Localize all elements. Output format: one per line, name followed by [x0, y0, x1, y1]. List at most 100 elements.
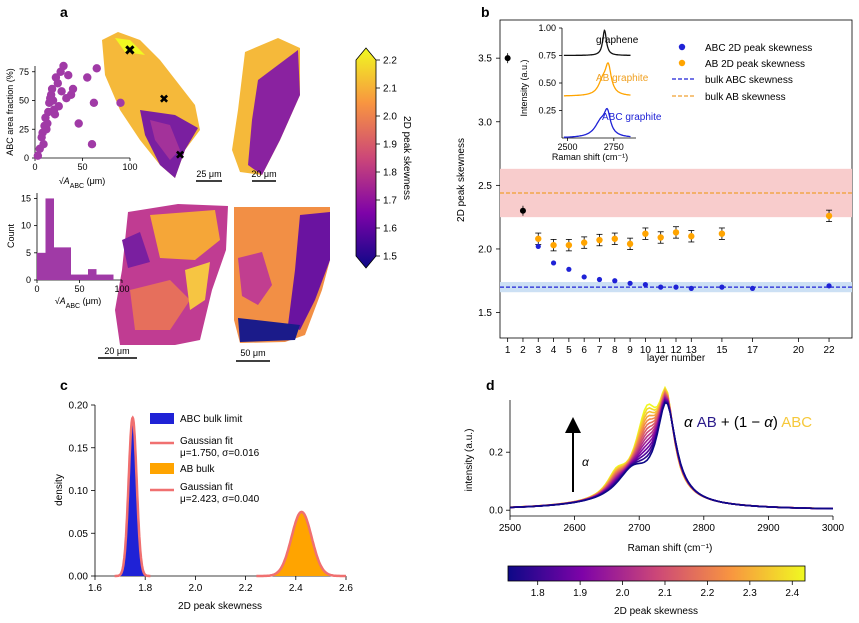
inset-histogram-bars	[37, 198, 114, 280]
c-ytick-label: 0.20	[69, 401, 89, 412]
histogram-bar	[54, 247, 63, 280]
scatter-ytick-label: 25	[19, 124, 29, 134]
inset-scatter-ylabel: ABC area fraction (%)	[5, 68, 15, 156]
panel-b-ylabel: 2D peak skewness	[456, 138, 467, 222]
colorbar-d-tick-label: 2.2	[700, 588, 714, 599]
d-xtick-label: 2800	[693, 523, 716, 534]
ab-point	[626, 240, 634, 248]
distribution-fill	[114, 417, 151, 576]
scatter-point	[39, 140, 48, 149]
panel-d: 2500 2600 2700 2800 2900 3000 0.0 0.2 α α AB + …	[464, 385, 845, 617]
colorbar-d-label: 2D peak skewness	[614, 606, 698, 617]
inset-scatter-points	[33, 61, 125, 160]
colorbar-a: 1.5 1.6 1.7 1.8 1.9 2.0 2.1 2.2 2D peak skewnes…	[355, 47, 412, 269]
distribution-fill	[256, 511, 347, 576]
legend-abc-label: ABC 2D peak skewness	[705, 43, 812, 54]
legend-c-abc-swatch	[150, 413, 174, 424]
ab-point	[611, 235, 618, 242]
d-xtick-label: 2600	[563, 523, 586, 534]
panel-a: ✖ ✖ ✖ 25 μm 20 μm 20 μm	[5, 32, 412, 362]
legend-ab-marker	[678, 59, 686, 67]
abc-point	[566, 266, 572, 272]
abc-point	[627, 280, 633, 286]
panel-c-distributions	[114, 415, 347, 578]
legend-bulk-abc-label: bulk ABC skewness	[705, 75, 793, 86]
cross-marker-1: ✖	[124, 42, 136, 58]
b-xtick-label: 12	[670, 345, 682, 356]
scalebar-label-2: 20 μm	[251, 169, 276, 179]
c-ytick-label: 0.05	[69, 529, 89, 540]
abc-point	[658, 284, 664, 290]
histogram-xtick-label: 100	[114, 284, 129, 294]
inset-histogram: 0 50 100 0 5 10 15 Count √AABC (μm)	[6, 193, 130, 310]
scatter-point	[116, 98, 125, 108]
d-xtick-label: 2500	[499, 523, 522, 534]
flake-map-1: ✖ ✖ ✖	[102, 32, 200, 178]
raman-label-ab: AB graphite	[596, 73, 649, 84]
ab-point	[642, 230, 649, 237]
abc-point	[719, 284, 725, 290]
scalebar-label-4: 50 μm	[240, 348, 265, 358]
d-xtick-label: 2900	[757, 523, 780, 534]
ab-point	[657, 234, 664, 241]
legend-bulk-ab-label: bulk AB skewness	[705, 92, 786, 103]
scatter-point	[89, 98, 99, 108]
histogram-bar	[105, 274, 114, 280]
colorbar-a-tick-label: 1.5	[383, 252, 397, 263]
c-xtick-label: 2.0	[188, 583, 202, 594]
abc-point	[749, 285, 756, 291]
flake-map-4	[234, 207, 330, 343]
panel-c-legend: ABC bulk limit Gaussian fit μ=1.750, σ=0…	[150, 413, 260, 505]
ab-point	[672, 229, 680, 236]
scatter-point	[74, 119, 83, 128]
scatter-point	[47, 84, 57, 94]
scatter-point	[50, 110, 60, 119]
scalebars: 25 μm 20 μm 20 μm 50 μm	[98, 169, 277, 362]
gaussian-fit	[114, 415, 151, 578]
model-spectrum	[509, 386, 833, 510]
raman-ytick-label: 0.50	[538, 78, 556, 88]
ab-point	[688, 233, 695, 240]
scatter-point	[57, 87, 66, 96]
panel-letter-d: d	[486, 377, 495, 393]
raman-inset: 2500 2750 0.25 0.50 0.75 1.00 graphene AB gra…	[519, 23, 662, 162]
abc-point	[642, 281, 648, 288]
colorbar-a-tick-label: 1.9	[383, 140, 397, 151]
histogram-bar	[45, 198, 54, 280]
ref-point	[519, 207, 526, 214]
c-ytick-label: 0.00	[69, 572, 89, 583]
histogram-ytick-label: 5	[26, 248, 31, 258]
scatter-point	[92, 64, 101, 73]
histogram-bar	[79, 274, 88, 280]
c-xtick-label: 2.2	[239, 583, 253, 594]
scatter-point	[33, 151, 43, 160]
scatter-ytick-label: 0	[24, 153, 29, 163]
c-ytick-label: 0.10	[69, 486, 89, 497]
ab-point	[535, 235, 542, 242]
raman-label-abc: ABC graphite	[602, 112, 662, 123]
inset-scatter-xlabel: √AABC (μm)	[59, 176, 106, 190]
panel-d-ylabel: intensity (a.u.)	[464, 429, 475, 492]
gaussian-fit	[256, 510, 346, 578]
c-xtick-label: 1.6	[88, 583, 102, 594]
flake-map-2	[232, 38, 300, 175]
inset-scatter: 0 50 100 0 25 50 75 ABC area fraction (%) √AAB…	[5, 61, 138, 190]
legend-c-ab-swatch	[150, 463, 174, 474]
b-xtick-label: 9	[627, 345, 633, 356]
b-xtick-label: 11	[656, 345, 667, 356]
abc-point	[612, 278, 618, 284]
abc-point	[673, 284, 679, 290]
inset-histogram-xlabel: √AABC (μm)	[55, 296, 102, 310]
histogram-bar	[62, 247, 71, 280]
ab-point	[596, 236, 603, 244]
model-spectrum	[509, 393, 833, 510]
abc-point	[596, 276, 603, 283]
legend-c-fit2-line2: μ=2.423, σ=0.040	[180, 494, 260, 505]
b-ytick-label: 3.5	[478, 54, 492, 65]
colorbar-d-tick-label: 2.4	[785, 588, 799, 599]
b-ytick-label: 2.0	[478, 244, 492, 255]
inset-histogram-ylabel: Count	[6, 224, 16, 249]
d-xtick-label: 2700	[628, 523, 651, 534]
abc-point	[826, 283, 832, 289]
